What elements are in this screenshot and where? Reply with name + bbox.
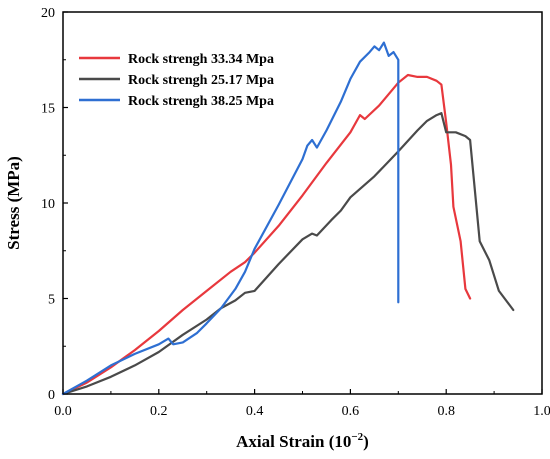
y-tick-label: 20: [41, 6, 55, 21]
y-tick-label: 5: [48, 293, 55, 308]
x-tick-label: 1.0: [533, 404, 550, 419]
x-tick-label: 0.8: [437, 404, 455, 419]
series-line-2: [61, 112, 515, 396]
x-axis-title-exponent: −2: [351, 431, 363, 443]
x-tick-label: 0.4: [246, 404, 264, 419]
legend-label: Rock strengh 25.17 Mpa: [128, 73, 274, 88]
y-axis-title: Stress (MPa): [4, 156, 23, 250]
plot-frame: [62, 11, 543, 395]
x-tick-label: 0.0: [54, 404, 72, 419]
legend: Rock strengh 33.34 Mpa Rock strengh 25.17…: [79, 52, 274, 109]
data-curves: [61, 41, 515, 396]
y-tick-label: 10: [41, 197, 55, 212]
legend-label: Rock strengh 38.25 Mpa: [128, 94, 274, 109]
y-tick-label: 15: [41, 102, 55, 117]
x-axis-title-main: Axial Strain (10: [236, 432, 351, 451]
x-axis-title: Axial Strain (10−2): [236, 431, 369, 451]
x-tick-label: 0.6: [342, 404, 360, 419]
x-axis-title-close: ): [363, 432, 369, 451]
series-line-1: [61, 73, 472, 396]
y-tick-label: 0: [48, 388, 55, 403]
y-axis-ticks: 0 5 10 15 20: [41, 6, 68, 403]
series-line-3: [61, 41, 400, 396]
legend-label: Rock strengh 33.34 Mpa: [128, 52, 274, 67]
x-tick-label: 0.2: [150, 404, 168, 419]
x-axis-ticks: 0.0 0.2 0.4 0.6 0.8 1.0: [54, 389, 550, 419]
